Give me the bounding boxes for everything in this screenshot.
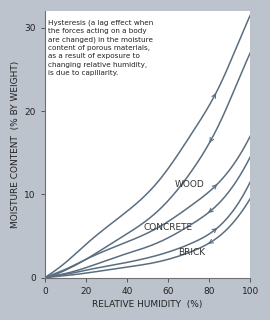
Text: CONCRETE: CONCRETE	[143, 223, 193, 232]
Y-axis label: MOISTURE CONTENT  (% BY WEIGHT): MOISTURE CONTENT (% BY WEIGHT)	[11, 61, 20, 228]
X-axis label: RELATIVE HUMIDITY  (%): RELATIVE HUMIDITY (%)	[92, 300, 203, 309]
Text: Hysteresis (a lag effect when
the forces acting on a body
are changed) in the mo: Hysteresis (a lag effect when the forces…	[48, 20, 153, 76]
Text: WOOD: WOOD	[174, 180, 204, 189]
Text: BRICK: BRICK	[178, 248, 205, 257]
